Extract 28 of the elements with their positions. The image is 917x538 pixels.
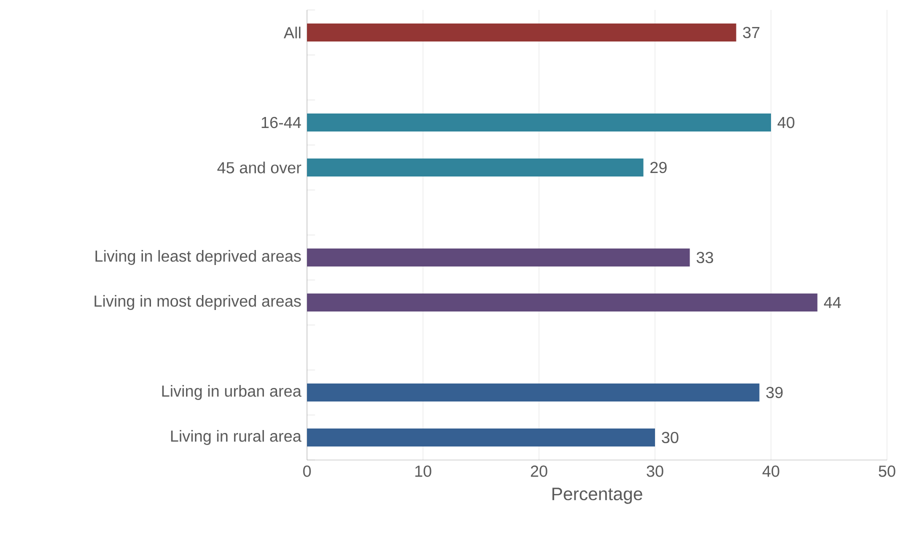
- data-label: 33: [696, 252, 714, 264]
- x-tick-label: 10: [415, 466, 432, 477]
- data-label: 39: [766, 386, 783, 398]
- y-tick-label: 45 and over: [217, 162, 302, 174]
- x-tick-label: 20: [530, 466, 548, 477]
- bar: [307, 23, 736, 42]
- y-tick-label: 16-44: [262, 116, 301, 128]
- y-tick-label: Living in rural area: [171, 430, 302, 445]
- x-tick-label: 40: [762, 466, 780, 477]
- data-label: 30: [662, 432, 678, 444]
- bar: [307, 158, 644, 176]
- x-tick-label: 50: [878, 466, 896, 477]
- data-label: 37: [743, 26, 760, 38]
- y-tick-label: All: [284, 26, 300, 38]
- data-label: 44: [824, 296, 841, 308]
- x-tick-label: 30: [646, 466, 664, 477]
- data-label: 40: [778, 116, 794, 128]
- bar: [307, 248, 690, 266]
- bar: [307, 384, 760, 402]
- x-axis-title: Percentage: [552, 488, 642, 504]
- bar: [307, 114, 771, 132]
- x-tick-label: 0: [303, 466, 311, 477]
- y-tick-label: Living in urban area: [162, 385, 302, 400]
- bar: [307, 294, 818, 312]
- y-tick-label: Living in most deprived areas: [94, 295, 301, 310]
- bar: [307, 428, 655, 447]
- data-label: 29: [650, 162, 667, 174]
- y-tick-label: Living in least deprived areas: [96, 250, 301, 265]
